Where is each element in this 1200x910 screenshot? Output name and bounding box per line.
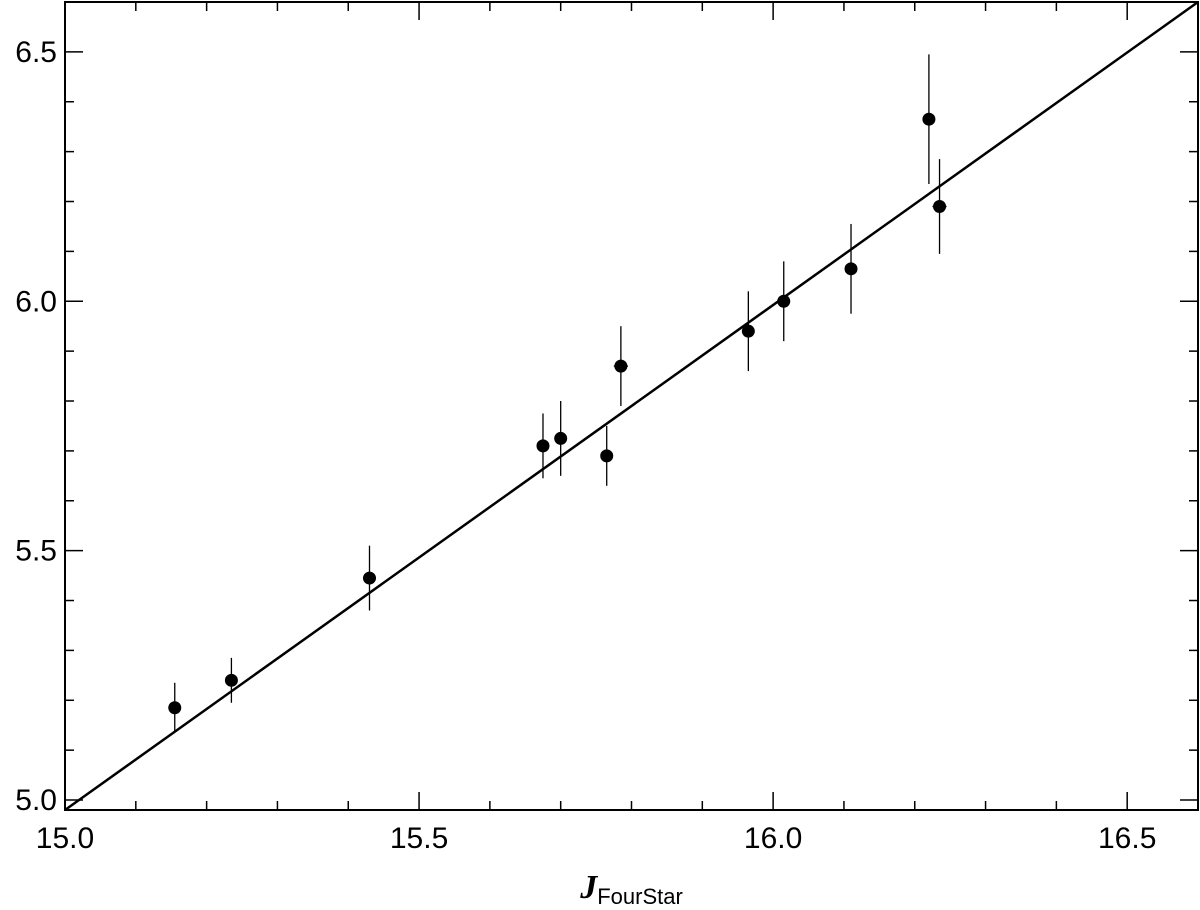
x-tick-label: 15.5 (390, 822, 448, 855)
x-tick-label: 16.5 (1098, 822, 1156, 855)
data-points (168, 112, 947, 715)
data-point (741, 324, 755, 338)
x-axis-label: JFourStar (579, 869, 683, 909)
x-tick-label: 16.0 (744, 822, 802, 855)
y-tick-label: 5.5 (15, 535, 57, 568)
x-axis-label-subscript: FourStar (597, 884, 683, 909)
fit-line (64, 0, 1199, 812)
data-point (224, 673, 238, 687)
y-tick-label: 6.5 (15, 36, 57, 69)
plot-frame (64, 1, 1199, 811)
y-tick-label: 6.0 (15, 285, 57, 318)
data-point (922, 112, 936, 126)
x-axis-label-main: J (579, 869, 598, 906)
data-point (362, 571, 376, 585)
y-tick-label: 5.0 (15, 784, 57, 817)
error-bars (174, 54, 947, 733)
data-point (777, 294, 791, 308)
x-tick-labels: 15.0 15.5 16.0 16.5 (36, 822, 1157, 855)
y-tick-labels: 5.0 5.5 6.0 6.5 (15, 36, 57, 817)
data-point (844, 262, 858, 276)
data-point (614, 359, 628, 373)
data-point (600, 449, 614, 463)
x-tick-label: 15.0 (36, 822, 94, 855)
data-point (933, 199, 947, 213)
data-point (168, 701, 182, 715)
data-point (536, 439, 550, 453)
data-point (554, 431, 568, 445)
